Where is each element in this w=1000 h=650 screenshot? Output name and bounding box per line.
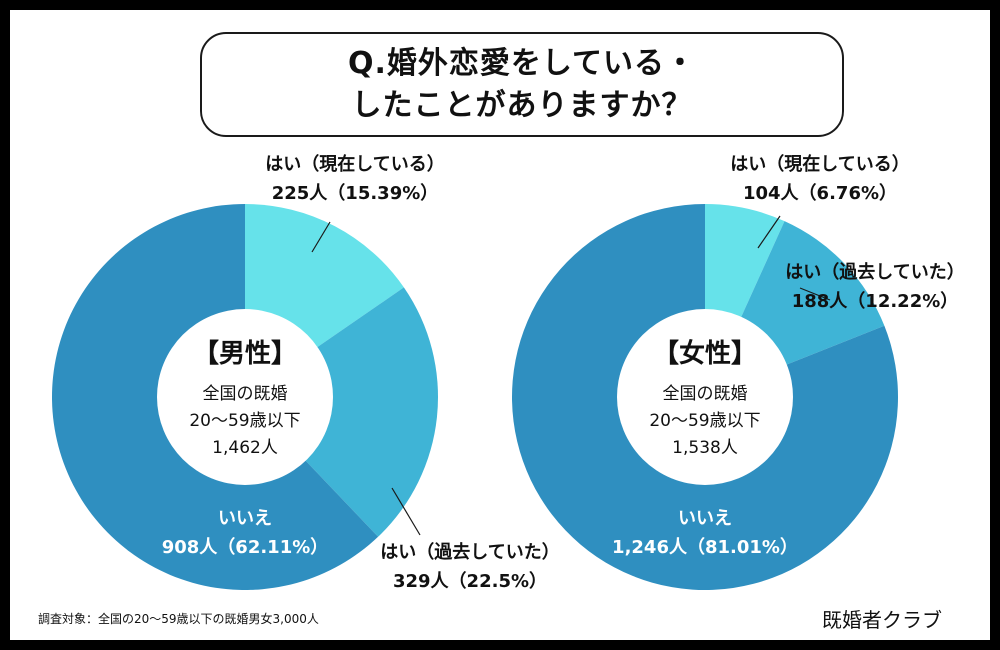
- question-title-box: Q.婚外恋愛をしている・ したことがありますか？: [200, 32, 844, 137]
- slice-label: はい（現在している）: [730, 153, 909, 175]
- brand-name: 既婚者クラブ: [822, 608, 942, 632]
- slice-label: はい（過去していた）: [785, 261, 964, 283]
- slice-label: はい（現在している）: [265, 153, 444, 175]
- slice-count-label: 188人（12.22%）: [792, 291, 959, 312]
- question-title-line-1: Q.婚外恋愛をしている・: [348, 45, 696, 81]
- survey-footnote: 調査対象：全国の20〜59歳以下の既婚男女3,000人: [38, 612, 319, 626]
- center-line-2: 20〜59歳以下: [649, 411, 760, 431]
- pie-slice-past-yes: [245, 287, 438, 537]
- label-leader-line: [311, 221, 331, 253]
- label-leader-line: [799, 287, 831, 301]
- slice-label: いいえ: [678, 508, 732, 529]
- slice-label: いいえ: [218, 508, 272, 529]
- label-leader-line: [391, 487, 421, 536]
- donut-hole: [157, 309, 333, 485]
- slice-count-label: 329人（22.5%）: [393, 571, 547, 592]
- question-title-line-2: したことがありますか？: [351, 87, 693, 123]
- donut-chart-male: 【男性】全国の既婚 20〜59歳以下 1,462人 はい（現在している） 225人（15…: [51, 153, 560, 592]
- center-title: 【女性】: [653, 338, 757, 369]
- slice-label: はい（過去していた）: [380, 541, 559, 563]
- donut-hole: [617, 309, 793, 485]
- slice-count-label: 225人（15.39%）: [272, 183, 439, 204]
- center-line-1: 全国の既婚: [203, 384, 288, 404]
- center-line-2: 20〜59歳以下: [189, 411, 300, 431]
- slice-count-label: 104人（6.76%）: [743, 183, 897, 204]
- center-title: 【男性】: [193, 339, 297, 369]
- center-line-3: 1,462人: [212, 438, 278, 458]
- center-line-3: 1,538人: [672, 438, 738, 458]
- slice-count-label: 908人（62.11%）: [162, 537, 329, 558]
- slice-count-label: 1,246人（81.01%）: [612, 537, 798, 558]
- donut-chart-female: 【女性】全国の既婚 20〜59歳以下 1,538人 はい（現在している） 104人（6.…: [512, 153, 965, 590]
- center-line-1: 全国の既婚: [663, 384, 748, 404]
- label-leader-line: [757, 215, 781, 249]
